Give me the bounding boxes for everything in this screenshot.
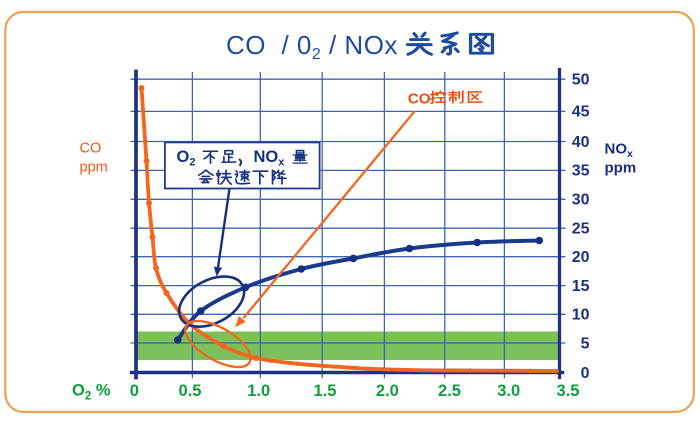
svg-text:CO: CO bbox=[408, 91, 431, 108]
svg-text:10: 10 bbox=[572, 307, 590, 324]
svg-text:CO: CO bbox=[80, 141, 102, 157]
svg-text:1.0: 1.0 bbox=[247, 382, 270, 400]
svg-text:NOx: NOx bbox=[254, 148, 286, 169]
svg-text:25: 25 bbox=[572, 221, 590, 238]
svg-text:1.5: 1.5 bbox=[314, 382, 337, 400]
svg-text:0: 0 bbox=[581, 365, 590, 382]
svg-text:3.0: 3.0 bbox=[497, 382, 520, 400]
svg-text:0.5: 0.5 bbox=[179, 382, 202, 400]
svg-text:3.5: 3.5 bbox=[557, 382, 580, 400]
svg-text:50: 50 bbox=[572, 72, 590, 89]
svg-text:ppm: ppm bbox=[605, 160, 637, 177]
svg-text:15: 15 bbox=[572, 278, 590, 295]
svg-text:ppm: ppm bbox=[80, 160, 108, 176]
svg-text:5: 5 bbox=[581, 335, 590, 352]
svg-text:35: 35 bbox=[572, 163, 590, 180]
svg-text:30: 30 bbox=[572, 192, 590, 209]
svg-text:NOx: NOx bbox=[605, 141, 634, 161]
svg-text:40: 40 bbox=[572, 134, 590, 151]
svg-text:0: 0 bbox=[130, 382, 139, 400]
svg-text:20: 20 bbox=[572, 249, 590, 266]
svg-text:CO / 02 / NOx: CO / 02 / NOx bbox=[226, 30, 398, 63]
svg-text:2.5: 2.5 bbox=[438, 382, 461, 400]
svg-text:2.0: 2.0 bbox=[376, 382, 399, 400]
svg-text:45: 45 bbox=[572, 104, 590, 121]
svg-text:O2 %: O2 % bbox=[72, 382, 111, 403]
